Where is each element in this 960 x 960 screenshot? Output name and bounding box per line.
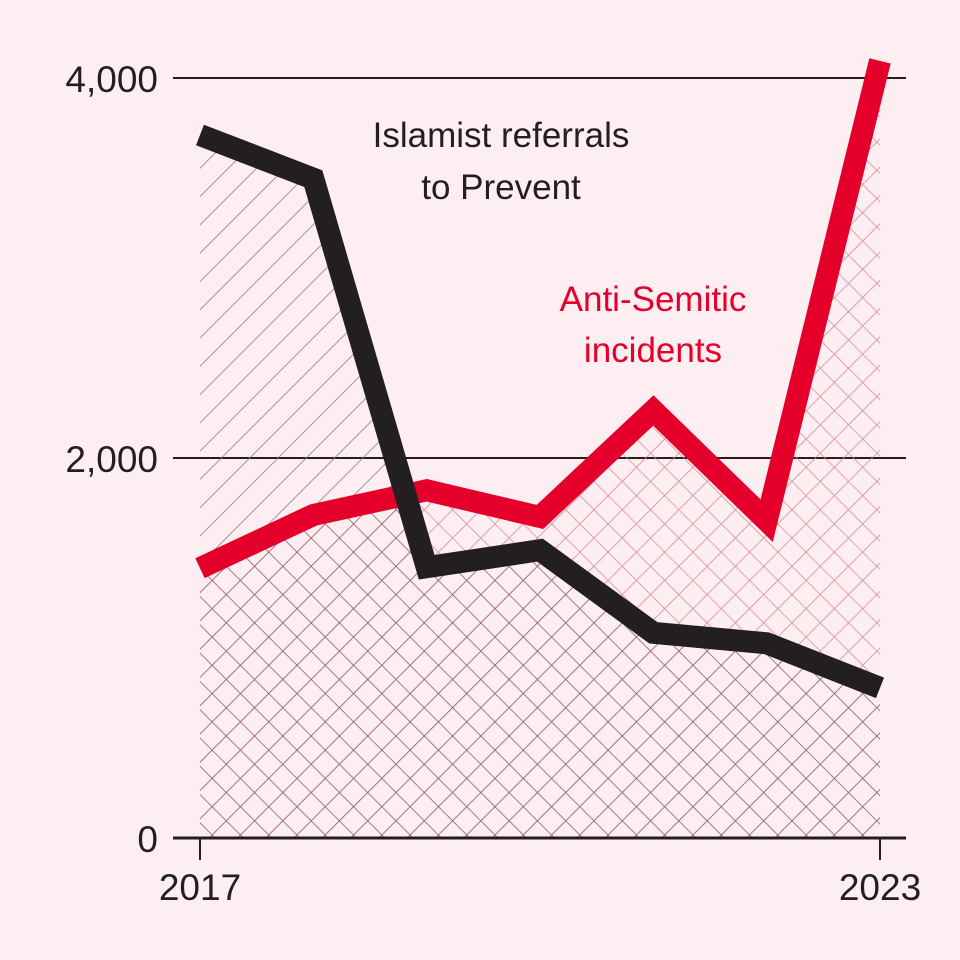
series-label-islamist-referrals: Islamist referrals to Prevent: [373, 116, 630, 207]
series-label-antisemitic-line-2: incidents: [584, 331, 722, 370]
area-overlap: [200, 494, 880, 838]
y-tick-label-2000: 2,000: [65, 439, 158, 480]
series-lines: [195, 58, 891, 699]
series-label-antisemitic-incidents: Anti-Semitic incidents: [560, 280, 747, 370]
x-axis-tick-labels: 2017 2023: [159, 867, 921, 908]
line-islamist-referrals: [196, 124, 885, 699]
series-label-islamist-line-1: Islamist referrals: [373, 116, 630, 155]
x-tick-label-2023: 2023: [839, 867, 921, 908]
series-label-islamist-line-2: to Prevent: [421, 168, 581, 207]
line-antisemitic-incidents: [195, 58, 891, 579]
y-tick-label-4000: 4,000: [65, 59, 158, 100]
axes: [173, 836, 906, 860]
y-axis-tick-labels: 0 2,000 4,000: [65, 59, 158, 860]
x-tick-label-2017: 2017: [159, 867, 241, 908]
y-tick-label-0: 0: [137, 819, 158, 860]
series-label-antisemitic-line-1: Anti-Semitic: [560, 280, 747, 319]
